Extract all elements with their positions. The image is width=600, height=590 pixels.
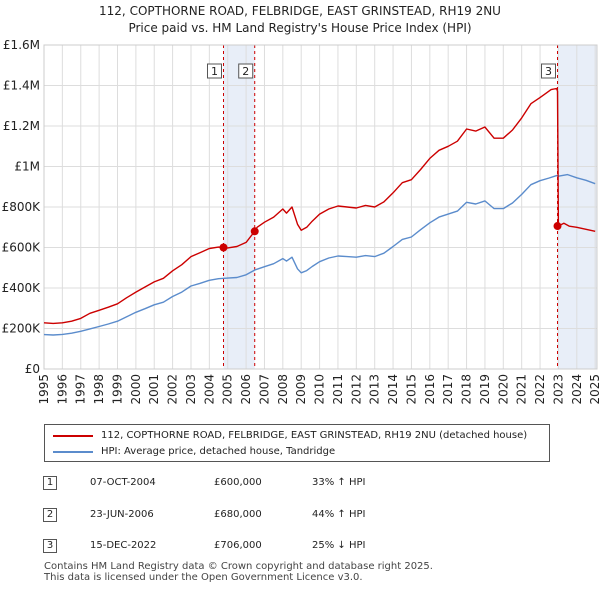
x-tick-label: 2007 xyxy=(257,374,271,405)
marker-label: 3 xyxy=(545,65,552,78)
chart-subtitle: Price paid vs. HM Land Registry's House … xyxy=(128,21,471,35)
legend-swatch-property xyxy=(53,435,93,437)
x-tick-label: 2018 xyxy=(460,374,474,405)
y-tick-label: £200K xyxy=(2,322,42,336)
x-tick-label: 2009 xyxy=(294,374,308,405)
footer-license: This data is licensed under the Open Gov… xyxy=(44,572,363,583)
sale-hpi-diff: 25% ↓ HPI xyxy=(312,540,366,551)
legend: 112, COPTHORNE ROAD, FELBRIDGE, EAST GRI… xyxy=(44,424,550,462)
x-tick-label: 2003 xyxy=(184,374,198,405)
y-tick-label: £0 xyxy=(25,362,40,376)
x-tick-label: 2017 xyxy=(441,374,455,405)
x-tick-label: 2016 xyxy=(423,374,437,405)
sale-point xyxy=(553,222,562,231)
price-chart: 112, COPTHORNE ROAD, FELBRIDGE, EAST GRI… xyxy=(2,4,600,405)
sale-row: 1 07-OCT-2004 £600,000 33% ↑ HPI xyxy=(0,472,600,494)
chart-title: 112, COPTHORNE ROAD, FELBRIDGE, EAST GRI… xyxy=(99,4,501,18)
marker-label-box xyxy=(541,63,556,79)
legend-label-property: 112, COPTHORNE ROAD, FELBRIDGE, EAST GRI… xyxy=(101,430,528,441)
sale-point xyxy=(250,227,259,236)
x-tick-label: 2024 xyxy=(570,374,584,405)
x-tick-label: 2000 xyxy=(129,374,143,405)
sale-date: 23-JUN-2006 xyxy=(90,509,154,520)
x-tick-label: 1997 xyxy=(74,374,88,405)
sale-hpi-diff: 33% ↑ HPI xyxy=(312,477,366,488)
x-tick-label: 2019 xyxy=(478,374,492,405)
x-tick-label: 2008 xyxy=(276,374,290,405)
sale-number-badge: 2 xyxy=(43,508,57,522)
x-tick-label: 1998 xyxy=(92,374,106,405)
y-tick-label: £800K xyxy=(2,200,42,214)
x-tick-label: 1995 xyxy=(37,374,51,405)
x-tick-label: 2001 xyxy=(147,374,161,405)
x-tick-label: 2021 xyxy=(515,374,529,405)
x-tick-label: 2014 xyxy=(386,374,400,405)
sale-number-badge: 1 xyxy=(43,476,57,490)
x-tick-label: 2011 xyxy=(331,374,345,405)
x-tick-label: 2006 xyxy=(239,374,253,405)
marker-label: 1 xyxy=(211,65,218,78)
x-tick-label: 2013 xyxy=(368,374,382,405)
y-tick-label: £1.6M xyxy=(3,38,40,52)
x-tick-label: 1996 xyxy=(55,374,69,405)
x-tick-label: 2010 xyxy=(313,374,327,405)
x-tick-label: 2022 xyxy=(533,374,547,405)
series-line-hpi xyxy=(43,173,596,336)
sale-hpi-diff: 44% ↑ HPI xyxy=(312,509,366,520)
sale-row: 3 15-DEC-2022 £706,000 25% ↓ HPI xyxy=(0,535,600,557)
legend-swatch-hpi xyxy=(53,451,93,453)
x-tick-label: 2025 xyxy=(588,374,600,405)
x-tick-label: 2002 xyxy=(166,374,180,405)
x-tick-label: 2005 xyxy=(221,374,235,405)
footer-copyright: Contains HM Land Registry data © Crown c… xyxy=(44,561,433,572)
sale-date: 15-DEC-2022 xyxy=(90,540,157,551)
plot-frame xyxy=(43,44,598,370)
sale-price: £680,000 xyxy=(214,509,262,520)
y-tick-label: £600K xyxy=(2,241,42,255)
sale-point xyxy=(219,243,228,252)
x-tick-label: 2020 xyxy=(496,374,510,405)
footer: Contains HM Land Registry data © Crown c… xyxy=(44,561,433,583)
x-tick-label: 2004 xyxy=(202,374,216,405)
y-tick-label: £400K xyxy=(2,281,42,295)
sale-date: 07-OCT-2004 xyxy=(90,477,156,488)
y-tick-label: £1.4M xyxy=(3,79,40,93)
x-tick-label: 2015 xyxy=(404,374,418,405)
sale-price: £706,000 xyxy=(214,540,262,551)
x-tick-label: 2023 xyxy=(551,374,565,405)
sale-number-badge: 3 xyxy=(43,539,57,553)
x-tick-label: 1999 xyxy=(110,374,124,405)
sale-row: 2 23-JUN-2006 £680,000 44% ↑ HPI xyxy=(0,504,600,526)
marker-label: 2 xyxy=(242,65,249,78)
x-tick-label: 2012 xyxy=(349,374,363,405)
series-line-property xyxy=(43,87,596,325)
y-tick-label: £1.2M xyxy=(3,119,40,133)
legend-label-hpi: HPI: Average price, detached house, Tand… xyxy=(101,446,336,457)
marker-label-box xyxy=(206,63,222,79)
sale-price: £600,000 xyxy=(214,477,262,488)
marker-label-box xyxy=(238,63,254,79)
y-tick-label: £1M xyxy=(14,160,40,174)
